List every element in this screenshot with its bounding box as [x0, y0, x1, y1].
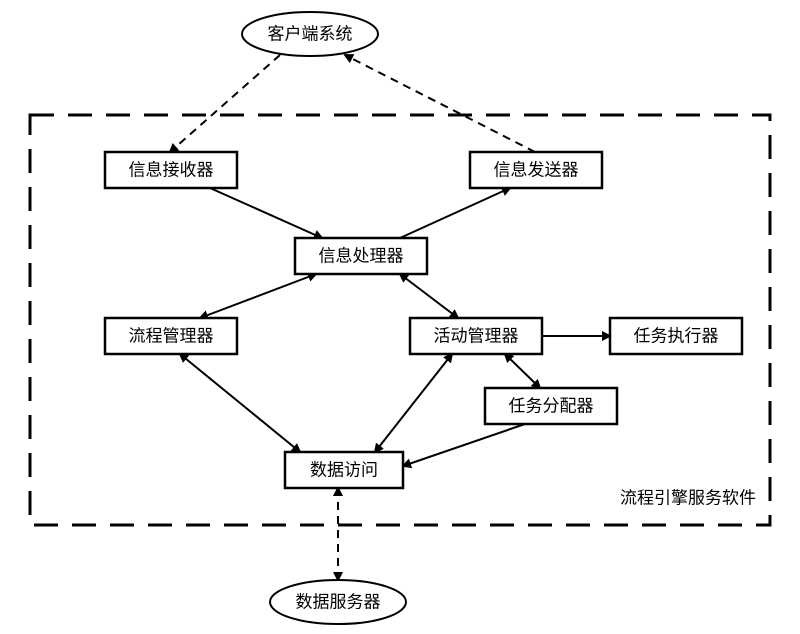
- edge-activity_mgr-task_dispatch: [505, 354, 540, 388]
- node-sender-label: 信息发送器: [494, 161, 579, 180]
- edge-processor-activity_mgr: [400, 274, 458, 318]
- edge-client-receiver: [170, 55, 280, 152]
- node-processor-label: 信息处理器: [319, 247, 404, 266]
- edge-task_dispatch-data_access: [403, 424, 525, 466]
- node-flow_mgr-label: 流程管理器: [129, 327, 214, 346]
- edge-activity_mgr-data_access: [375, 354, 452, 452]
- node-data_server-label: 数据服务器: [296, 593, 381, 612]
- engine-container-label: 流程引擎服务软件: [620, 489, 756, 508]
- edge-receiver-processor: [210, 188, 322, 238]
- edge-processor-sender: [400, 188, 510, 238]
- node-receiver-label: 信息接收器: [129, 161, 214, 180]
- node-activity_mgr-label: 活动管理器: [434, 327, 519, 346]
- nodes-layer: 客户端系统数据服务器 信息接收器 信息发送器信息处理器流程管理器 活动管理器 任务执行器…: [105, 12, 742, 624]
- edge-sender-client: [345, 55, 535, 152]
- edge-processor-flow_mgr: [200, 274, 316, 318]
- node-task_exec-label: 任务执行器: [634, 327, 719, 346]
- node-data_access-label: 数据访问: [310, 461, 378, 480]
- node-task_dispatch-label: 任务分配器: [509, 397, 594, 416]
- edge-flow_mgr-data_access: [180, 354, 300, 452]
- node-client-label: 客户端系统: [268, 25, 353, 44]
